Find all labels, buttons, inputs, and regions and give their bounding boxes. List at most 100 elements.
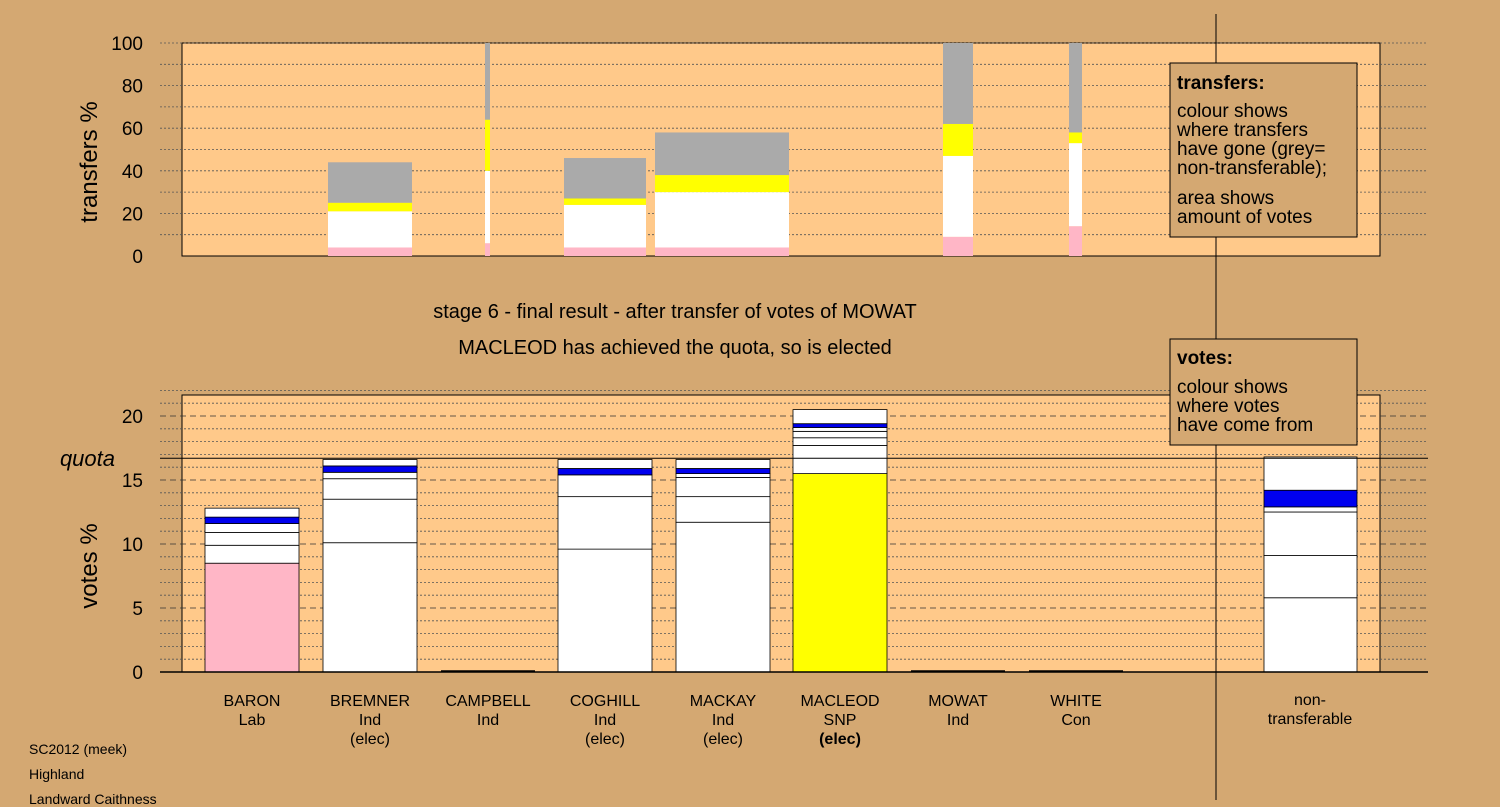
vote-segment-white xyxy=(792,445,888,475)
transfer-segment-white xyxy=(943,155,973,237)
candidate-name: MACKAY xyxy=(690,693,757,710)
footer-election: SC2012 (meek) xyxy=(29,741,128,757)
transfer-segment-yellow xyxy=(1069,132,1082,144)
vote-segment-white xyxy=(204,532,300,546)
transfers-legend-title: transfers: xyxy=(1177,73,1265,94)
candidate-name: WHITE xyxy=(1050,693,1102,710)
candidate-party: Ind xyxy=(359,712,381,729)
candidate-status: (elec) xyxy=(819,731,861,748)
quota-label: quota xyxy=(60,446,115,471)
vote-segment-pink xyxy=(204,562,300,673)
transfer-segment-pink xyxy=(485,243,490,256)
vote-segment-white xyxy=(557,459,653,469)
candidate-status: (elec) xyxy=(350,731,390,748)
vote-segment-white xyxy=(557,496,653,550)
vote-segment-white xyxy=(675,496,771,523)
votes-legend-line: where votes xyxy=(1176,396,1279,417)
footer-council: Highland xyxy=(29,766,85,782)
vote-segment-white xyxy=(675,521,771,673)
candidate-party: Ind xyxy=(477,712,499,729)
vote-segment-white xyxy=(204,507,300,518)
transfer-segment-white xyxy=(655,192,789,248)
candidate-status: (elec) xyxy=(703,731,743,748)
candidate-party: Con xyxy=(1061,712,1090,729)
candidate-party: Lab xyxy=(239,712,266,729)
y-tick-label: 40 xyxy=(122,162,143,183)
transfer-segment-yellow xyxy=(564,198,646,205)
votes-legend-box xyxy=(1169,338,1358,446)
candidate-status: (elec) xyxy=(585,731,625,748)
vote-segment-yellow xyxy=(792,473,888,673)
y-tick-label: 20 xyxy=(122,407,143,428)
votes-bars xyxy=(204,409,1358,673)
y-tick-label: 5 xyxy=(132,599,143,620)
stage-title: stage 6 - final result - after transfer … xyxy=(433,301,917,323)
transfers-y-ticks: 0 20 40 60 80 100 xyxy=(111,34,143,268)
y-tick-label: 10 xyxy=(122,535,143,556)
votes-y-ticks: 0 5 10 15 20 xyxy=(122,407,143,684)
candidate-party: Ind xyxy=(947,712,969,729)
transfer-segment-pink xyxy=(1069,226,1082,256)
transfer-segment-grey xyxy=(655,132,789,176)
y-tick-label: 80 xyxy=(122,77,143,98)
vote-segment-white xyxy=(792,427,888,432)
y-tick-label: 20 xyxy=(122,204,143,225)
candidate-name: BARON xyxy=(224,693,281,710)
vote-segment-white xyxy=(675,459,771,469)
vote-segment-white xyxy=(557,474,653,498)
y-tick-label: 60 xyxy=(122,119,143,140)
transfer-segment-pink xyxy=(328,247,412,256)
vote-segment-white xyxy=(792,437,888,446)
candidate-name: CAMPBELL xyxy=(445,693,530,710)
vote-segment-white xyxy=(675,477,771,498)
transfer-segment-grey xyxy=(485,43,490,120)
transfer-segment-white xyxy=(564,204,646,248)
transfers-legend-line: area shows xyxy=(1177,188,1274,209)
transfer-segment-pink xyxy=(655,247,789,256)
y-tick-label: 100 xyxy=(111,34,143,55)
transfers-legend-line: where transfers xyxy=(1176,120,1308,141)
transfer-segment-yellow xyxy=(328,202,412,212)
transfer-segment-white xyxy=(328,211,412,248)
vote-segment-blue xyxy=(792,423,888,428)
vote-segment-white xyxy=(322,471,418,480)
vote-segment-white xyxy=(322,478,418,500)
votes-legend-line: colour shows xyxy=(1177,377,1288,398)
transfer-segment-grey xyxy=(1069,43,1082,133)
transfers-legend: transfers: colour shows where transfers … xyxy=(1169,62,1358,238)
votes-y-axis-label: votes % xyxy=(76,523,103,608)
transfers-bars xyxy=(328,43,1082,256)
votes-panel: 0 5 10 15 20 quota votes % BARON Lab BREMNER In… xyxy=(60,389,1428,748)
vote-segment-blue xyxy=(557,468,653,476)
votes-legend-title: votes: xyxy=(1177,348,1233,369)
candidate-name: MOWAT xyxy=(928,693,988,710)
non-transferable-label-1: non- xyxy=(1294,692,1326,709)
candidate-labels: BARON Lab BREMNER Ind (elec) CAMPBELL Ind COGHI… xyxy=(224,693,1102,748)
y-tick-label: 0 xyxy=(132,663,143,684)
vote-segment-white xyxy=(204,544,300,564)
transfer-segment-pink xyxy=(943,236,973,256)
vote-segment-white xyxy=(557,548,653,673)
vote-segment-white xyxy=(792,409,888,425)
transfer-segment-yellow xyxy=(655,175,789,193)
non-transferable-label-2: transferable xyxy=(1268,711,1353,728)
y-tick-label: 0 xyxy=(132,247,143,268)
vote-segment-white xyxy=(322,459,418,467)
candidate-name: COGHILL xyxy=(570,693,640,710)
stage-subtitle: MACLEOD has achieved the quota, so is el… xyxy=(458,337,892,359)
transfers-y-axis-label: transfers % xyxy=(76,101,103,222)
transfer-segment-grey xyxy=(328,162,412,203)
vote-segment-white xyxy=(1263,597,1358,673)
transfer-segment-yellow xyxy=(485,119,490,171)
transfers-legend-line: amount of votes xyxy=(1177,207,1312,228)
candidate-name: BREMNER xyxy=(330,693,410,710)
vote-segment-white xyxy=(792,430,888,439)
vote-segment-blue xyxy=(322,465,418,473)
vote-segment-blue xyxy=(204,516,300,524)
footer-ward: Landward Caithness xyxy=(29,791,157,807)
candidate-party: Ind xyxy=(594,712,616,729)
transfer-segment-white xyxy=(485,170,490,244)
transfer-segment-yellow xyxy=(943,123,973,156)
vote-segment-white xyxy=(322,498,418,544)
